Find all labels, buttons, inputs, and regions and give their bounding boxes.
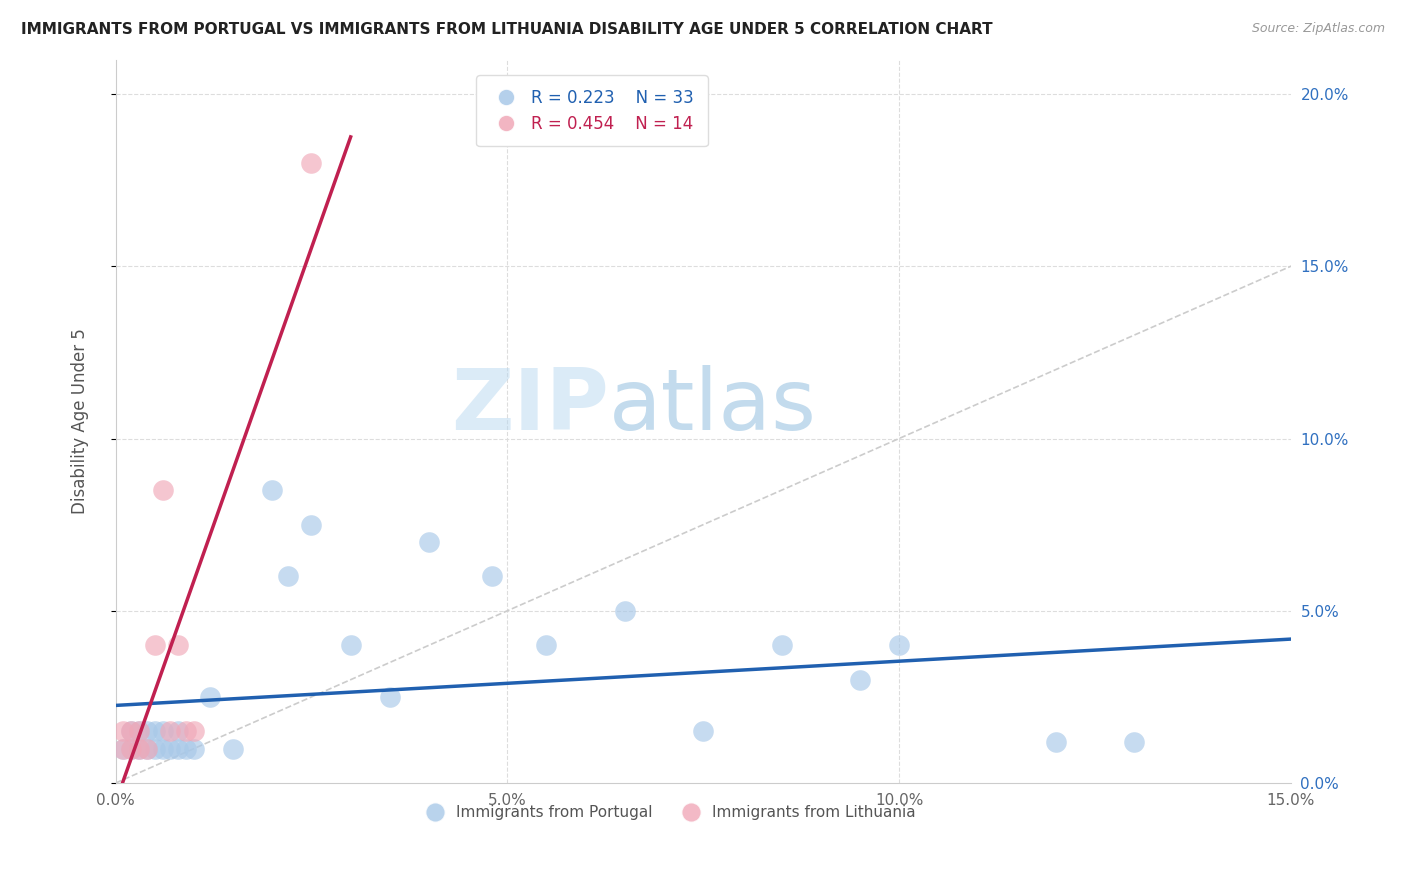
Point bbox=[887, 638, 910, 652]
Point bbox=[112, 741, 135, 756]
Point bbox=[481, 569, 503, 583]
Point bbox=[167, 741, 190, 756]
Point bbox=[198, 690, 221, 704]
Text: ZIP: ZIP bbox=[451, 366, 609, 449]
Point bbox=[159, 741, 181, 756]
Point bbox=[120, 741, 142, 756]
Point bbox=[1045, 735, 1067, 749]
Point bbox=[152, 741, 174, 756]
Point bbox=[120, 724, 142, 739]
Point bbox=[120, 724, 142, 739]
Point bbox=[174, 741, 197, 756]
Text: IMMIGRANTS FROM PORTUGAL VS IMMIGRANTS FROM LITHUANIA DISABILITY AGE UNDER 5 COR: IMMIGRANTS FROM PORTUGAL VS IMMIGRANTS F… bbox=[21, 22, 993, 37]
Point bbox=[301, 156, 323, 170]
Point bbox=[183, 724, 205, 739]
Legend: Immigrants from Portugal, Immigrants from Lithuania: Immigrants from Portugal, Immigrants fro… bbox=[413, 799, 922, 826]
Point bbox=[339, 638, 361, 652]
Point bbox=[174, 724, 197, 739]
Text: Source: ZipAtlas.com: Source: ZipAtlas.com bbox=[1251, 22, 1385, 36]
Point bbox=[418, 535, 440, 549]
Point bbox=[1123, 735, 1146, 749]
Point bbox=[378, 690, 401, 704]
Point bbox=[143, 638, 166, 652]
Point bbox=[536, 638, 558, 652]
Point bbox=[183, 741, 205, 756]
Point bbox=[770, 638, 793, 652]
Point bbox=[128, 724, 150, 739]
Point bbox=[301, 517, 323, 532]
Point bbox=[143, 724, 166, 739]
Point bbox=[167, 724, 190, 739]
Point bbox=[120, 741, 142, 756]
Point bbox=[159, 724, 181, 739]
Point bbox=[613, 604, 636, 618]
Point bbox=[222, 741, 245, 756]
Point bbox=[136, 724, 159, 739]
Point bbox=[112, 741, 135, 756]
Point bbox=[262, 483, 284, 498]
Point bbox=[136, 741, 159, 756]
Point bbox=[849, 673, 872, 687]
Text: atlas: atlas bbox=[609, 366, 817, 449]
Point bbox=[128, 724, 150, 739]
Point bbox=[277, 569, 299, 583]
Point bbox=[112, 724, 135, 739]
Point bbox=[128, 741, 150, 756]
Point bbox=[152, 724, 174, 739]
Point bbox=[136, 741, 159, 756]
Point bbox=[692, 724, 714, 739]
Point bbox=[143, 741, 166, 756]
Point bbox=[152, 483, 174, 498]
Point bbox=[167, 638, 190, 652]
Y-axis label: Disability Age Under 5: Disability Age Under 5 bbox=[72, 328, 89, 515]
Point bbox=[128, 741, 150, 756]
